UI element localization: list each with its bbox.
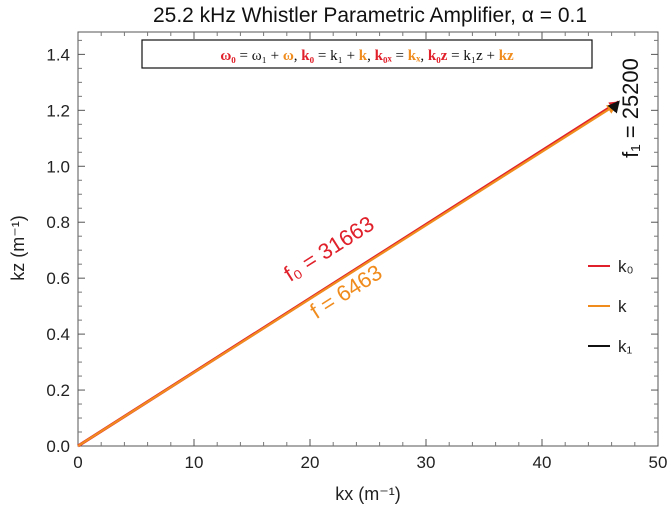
y-tick-label: 0.4 [46,325,70,344]
chart-title: 25.2 kHz Whistler Parametric Amplifier, … [153,4,587,27]
y-axis-label: kz (m⁻¹) [8,215,28,280]
y-tick-label: 0.2 [46,381,70,400]
equation-text: ω₀ = ω₁ + ω, k₀ = k₁ + k, k₀ₓ = kₓ, k₀z … [220,48,514,64]
equation-part: ω₀ [220,48,236,64]
equation-part: k [359,48,368,64]
y-tick-label: 0.0 [46,437,70,456]
equation-part: , [367,48,375,64]
plot-frame [77,31,659,447]
legend: k₀ k k₁ [588,257,634,356]
x-axis-label: kx (m⁻¹) [335,484,400,504]
x-axis-label-text: kx (m⁻¹) [335,484,400,504]
x-tick-label: 20 [301,453,320,472]
equation-part: k₀ₓ [375,48,393,64]
y-tick-label: 1.0 [46,157,70,176]
equation-box-border [141,39,593,69]
annotation-f1: f₁ = 25200 [618,58,643,158]
x-tick-label: 50 [649,453,668,472]
series-layer [77,100,620,448]
y-axis-ticks: 0.0 0.2 0.4 0.6 0.8 1.0 1.2 1.4 [46,39,658,456]
y-axis-label-text: kz (m⁻¹) [8,215,28,280]
y-tick-label: 1.2 [46,101,70,120]
y-tick-label: 0.8 [46,213,70,232]
equation-box: ω₀ = ω₁ + ω, k₀ = k₁ + k, k₀ₓ = kₓ, k₀z … [141,39,593,69]
legend-entry-k0-label: k₀ [618,257,634,276]
equation-part: ω [283,48,294,64]
equation-part: = k₁ + [314,48,359,64]
x-axis-ticks: 0 10 20 30 40 50 [73,32,667,472]
equation-part: = k₁z + [447,48,498,64]
equation-part: k₀z [428,48,448,64]
legend-entry-k1-label: k₁ [618,337,633,356]
x-tick-label: 0 [73,453,82,472]
series-k-vector [77,103,618,447]
series-k1-vector [607,100,620,114]
x-tick-label: 30 [417,453,436,472]
legend-entry-k-label: k [618,297,627,316]
x-tick-label: 40 [533,453,552,472]
y-tick-label: 0.6 [46,269,70,288]
equation-part: = ω₁ + [236,48,283,64]
equation-part: = [392,48,408,64]
y-tick-label: 1.4 [46,45,70,64]
x-tick-label: 10 [185,453,204,472]
equation-part: kz [499,48,514,64]
equation-part: , [294,48,302,64]
equation-part: kₓ [408,48,421,64]
equation-part: k₀ [301,48,314,64]
equation-part: , [420,48,428,64]
